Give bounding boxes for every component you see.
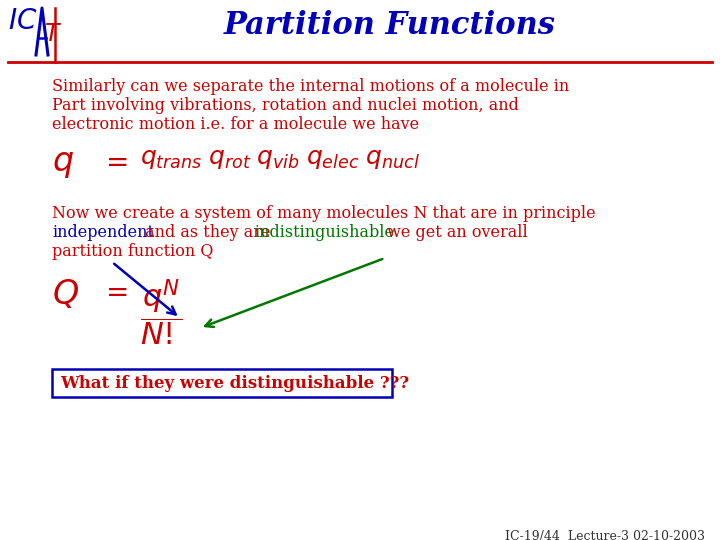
Text: independent: independent xyxy=(52,224,154,241)
Text: $\mathit{IC}$: $\mathit{IC}$ xyxy=(8,8,37,35)
Text: IC-19/44  Lecture-3 02-10-2003: IC-19/44 Lecture-3 02-10-2003 xyxy=(505,530,705,540)
Text: What if they were distinguishable ???: What if they were distinguishable ??? xyxy=(60,375,409,392)
Text: electronic motion i.e. for a molecule we have: electronic motion i.e. for a molecule we… xyxy=(52,116,419,133)
Text: $Q$: $Q$ xyxy=(52,278,79,311)
Text: indistinguishable: indistinguishable xyxy=(254,224,394,241)
Text: $q$: $q$ xyxy=(52,148,74,180)
Text: and as they are: and as they are xyxy=(140,224,276,241)
Text: Partition Functions: Partition Functions xyxy=(224,10,556,41)
Text: $=$: $=$ xyxy=(100,278,127,305)
Text: Now we create a system of many molecules N that are in principle: Now we create a system of many molecules… xyxy=(52,205,595,222)
Text: we get an overall: we get an overall xyxy=(382,224,528,241)
Text: partition function Q: partition function Q xyxy=(52,243,213,260)
Bar xyxy=(52,369,392,397)
Text: Similarly can we separate the internal motions of a molecule in: Similarly can we separate the internal m… xyxy=(52,78,570,95)
Text: Part involving vibrations, rotation and nuclei motion, and: Part involving vibrations, rotation and … xyxy=(52,97,519,114)
Text: $\dfrac{q^{N}}{N!}$: $\dfrac{q^{N}}{N!}$ xyxy=(140,278,183,348)
Text: $=$: $=$ xyxy=(100,148,127,175)
Text: $q_{\mathit{trans}}\; q_{\mathit{rot}}\; q_{\mathit{vib}}\; q_{\mathit{elec}}\; : $q_{\mathit{trans}}\; q_{\mathit{rot}}\;… xyxy=(140,148,420,171)
Text: $\mathit{T}$: $\mathit{T}$ xyxy=(44,22,62,46)
